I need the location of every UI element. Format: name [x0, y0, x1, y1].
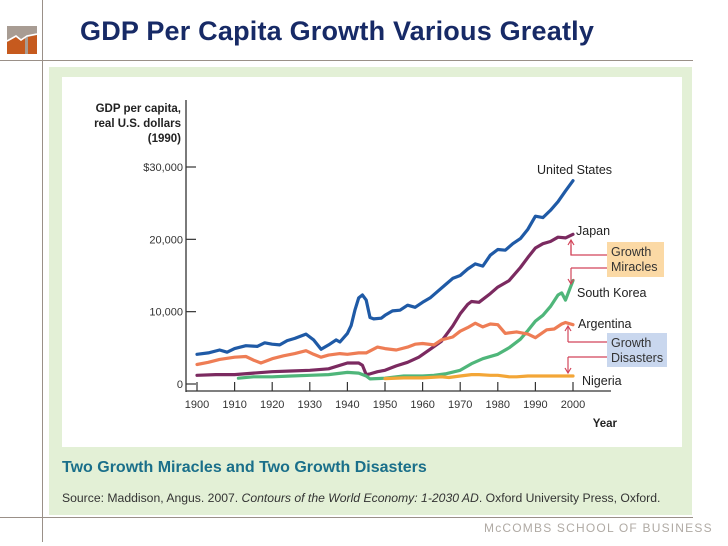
series-line-united-states	[195, 179, 575, 356]
series-line-nigeria	[383, 373, 575, 381]
y-axis-label-line: GDP per capita,	[96, 103, 181, 115]
y-tick-label: 20,000	[149, 234, 183, 246]
source-title: Contours of the World Economy: 1-2030 AD	[241, 491, 479, 505]
annotation-arrow-nigeria-head	[564, 367, 572, 375]
series-line-south-korea	[236, 279, 575, 381]
x-tick-label: 1930	[298, 399, 322, 411]
series-label-japan: Japan	[576, 224, 610, 238]
series-line-japan	[195, 232, 575, 377]
series-lines	[195, 179, 575, 381]
y-axis-label-line: real U.S. dollars	[94, 118, 181, 130]
y-axis-label-line: (1990)	[148, 133, 181, 145]
source-suffix: . Oxford University Press, Oxford.	[478, 491, 661, 505]
slide-vertical-rule	[42, 0, 43, 542]
series-label-nigeria: Nigeria	[582, 374, 622, 388]
series-label-argentina: Argentina	[578, 317, 632, 331]
chart-area	[62, 77, 682, 447]
slide-top-rule	[0, 60, 693, 61]
x-tick-label: 1910	[222, 399, 246, 411]
figure-caption: Two Growth Miracles and Two Growth Disas…	[62, 459, 427, 476]
series-labels: United States Japan South Korea Argentina Ni…	[537, 163, 647, 388]
annotation-arrow-japan-head	[567, 238, 575, 246]
annotation-arrow-korea-head	[567, 278, 575, 286]
x-tick-label: 1950	[373, 399, 397, 411]
x-tick-label: 2000	[561, 399, 585, 411]
series-label-south-korea: South Korea	[577, 286, 647, 300]
annotation-connector-japan	[570, 245, 607, 256]
x-tick-label: 1990	[523, 399, 547, 411]
y-tick-label: 0	[177, 379, 183, 391]
annotation-text-growth-miracles: Miracles	[611, 260, 658, 274]
annotation-text-growth-disasters: Disasters	[611, 351, 663, 365]
slide-title: GDP Per Capita Growth Various Greatly	[80, 16, 595, 46]
footer-school-name: McCOMBS SCHOOL OF BUSINESS	[484, 521, 713, 535]
x-tick-label: 1920	[260, 399, 284, 411]
x-tick-label: 1960	[410, 399, 434, 411]
x-tick-label: 1940	[335, 399, 359, 411]
figure-source: Source: Maddison, Angus. 2007. Contours …	[62, 491, 660, 505]
annotation-text-growth-disasters: Growth	[611, 336, 651, 350]
mccombs-logo-icon	[7, 26, 37, 54]
ticks: 0 10,000 20,000 $30,000 1900 1910 1920 1930 1940…	[143, 162, 617, 430]
x-tick-label: 1980	[486, 399, 510, 411]
annotation-box-growth-miracles	[607, 242, 664, 277]
x-axis-label: Year	[593, 418, 618, 430]
series-label-united-states: United States	[537, 163, 612, 177]
y-axis-label: GDP per capita, real U.S. dollars (1990)	[94, 103, 181, 145]
annotation-text-growth-miracles: Growth	[611, 245, 651, 259]
y-tick-label: 10,000	[149, 307, 183, 319]
slide-bottom-rule	[0, 517, 693, 518]
y-tick-label: $30,000	[143, 162, 183, 174]
x-tick-label: 1900	[185, 399, 209, 411]
source-prefix: Source: Maddison, Angus. 2007.	[62, 491, 242, 505]
axes	[185, 100, 611, 392]
annotation-box-growth-disasters	[607, 333, 667, 367]
x-tick-label: 1970	[448, 399, 472, 411]
annotation-arrow-argentina-head	[564, 324, 572, 332]
series-line-argentina	[195, 320, 575, 367]
